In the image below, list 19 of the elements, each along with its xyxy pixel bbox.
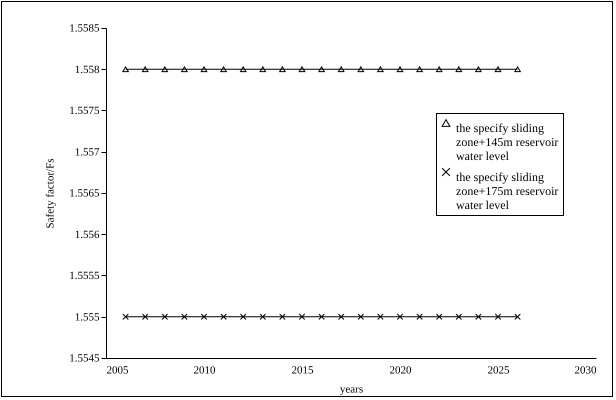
x-axis-title: years xyxy=(340,384,364,396)
x-tick-label: 2010 xyxy=(194,364,216,376)
x-tick-label: 2030 xyxy=(574,364,597,376)
y-tick-label: 1.558 xyxy=(74,64,100,76)
legend-label: the specify sliding zone+175m reservoir water level xyxy=(456,170,558,212)
x-tick-label: 2020 xyxy=(390,364,412,376)
legend-label: the specify sliding zone+145m reservoir water level xyxy=(456,121,558,163)
y-tick-label: 1.5545 xyxy=(69,352,100,364)
y-tick-label: 1.5575 xyxy=(69,105,100,117)
y-tick-label: 1.5555 xyxy=(69,270,100,282)
y-tick-label: 1.556 xyxy=(74,228,100,241)
y-axis-title: Safety factor/Fs xyxy=(44,158,56,228)
y-tick-label: 1.557 xyxy=(74,146,100,158)
x-tick-label: 2005 xyxy=(106,364,129,376)
y-tick-label: 1.555 xyxy=(74,311,100,324)
x-tick-label: 2015 xyxy=(292,364,314,376)
y-tick-label: 1.5565 xyxy=(69,188,100,200)
y-tick-label: 1.5585 xyxy=(69,22,100,34)
x-tick-label: 2025 xyxy=(488,364,510,376)
